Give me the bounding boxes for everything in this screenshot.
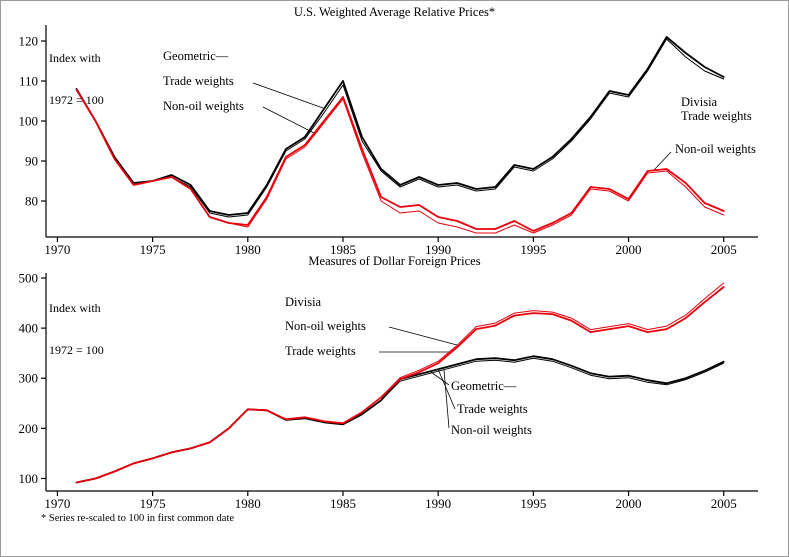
annotation-leader-line — [262, 106, 315, 134]
x-tick-label: 1970 — [44, 496, 70, 511]
top-chart-title: U.S. Weighted Average Relative Prices* — [293, 5, 496, 19]
y-tick-label: 200 — [19, 421, 39, 436]
annotation-divisia-top: Divisia — [681, 95, 718, 109]
annotation-geo-trade-bottom: Trade weights — [457, 402, 528, 416]
annotation-trade-weights-top: Trade weights — [163, 74, 234, 88]
y-tick-label: 100 — [19, 114, 39, 129]
annotation-divisia-nonoil-top: Non-oil weights — [675, 142, 756, 156]
annotation-geometric-bottom: Geometric— — [451, 379, 517, 393]
series-line-divisia-non-oil-weights — [76, 89, 725, 234]
x-tick-label: 1975 — [140, 496, 166, 511]
x-tick-label: 1990 — [425, 496, 451, 511]
x-tick-label: 2005 — [711, 242, 737, 257]
series-line-geometric-non-oil-weights — [76, 357, 725, 483]
annotation-divisia-bottom: Divisia — [285, 295, 322, 309]
footnote: * Series re-scaled to 100 in first commo… — [41, 513, 235, 524]
annotation-nonoil-weights-top: Non-oil weights — [163, 99, 244, 113]
x-tick-label: 1985 — [330, 496, 356, 511]
x-tick-label: 1980 — [235, 242, 261, 257]
x-tick-label: 1995 — [520, 242, 546, 257]
series-line-divisia-trade-weights — [75, 286, 725, 484]
y-tick-label: 110 — [19, 74, 38, 89]
x-tick-label: 2000 — [616, 242, 642, 257]
y-tick-label: 90 — [25, 154, 38, 169]
top-index-label: Index with 1972 = 100 — [49, 23, 104, 135]
x-tick-label: 1970 — [44, 242, 70, 257]
x-tick-label: 1985 — [330, 242, 356, 257]
y-tick-label: 400 — [19, 321, 39, 336]
y-tick-label: 100 — [19, 471, 39, 486]
x-tick-label: 1990 — [425, 242, 451, 257]
x-tick-label: 1995 — [520, 496, 546, 511]
annotation-leader-line — [430, 371, 450, 386]
top-index-label-line2: 1972 = 100 — [49, 93, 104, 107]
annotation-divisia-trade-top: Trade weights — [681, 109, 752, 123]
x-tick-label: 1975 — [140, 242, 166, 257]
bottom-index-label-line1: Index with — [49, 301, 101, 315]
annotation-leader-line — [388, 326, 458, 346]
bottom-index-label: Index with 1972 = 100 — [49, 273, 104, 385]
annotation-nonoil-weights-bottom: Non-oil weights — [285, 319, 366, 333]
x-tick-label: 2000 — [616, 496, 642, 511]
annotation-geo-nonoil-bottom: Non-oil weights — [451, 423, 532, 437]
x-tick-label: 1980 — [235, 496, 261, 511]
annotation-leader-line — [437, 368, 456, 410]
y-tick-label: 300 — [19, 371, 39, 386]
annotation-geometric-top: Geometric— — [163, 49, 229, 63]
x-tick-label: 2005 — [711, 496, 737, 511]
bottom-index-label-line2: 1972 = 100 — [49, 343, 104, 357]
annotation-trade-weights-bottom: Trade weights — [285, 344, 356, 358]
top-index-label-line1: Index with — [49, 51, 101, 65]
series-line-geometric-trade-weights — [75, 355, 725, 484]
y-tick-label: 500 — [19, 271, 39, 286]
annotation-leader-line — [653, 151, 672, 171]
y-tick-label: 80 — [25, 194, 38, 209]
y-tick-label: 120 — [19, 34, 39, 49]
bottom-chart-title: Measures of Dollar Foreign Prices — [308, 254, 481, 268]
series-line-divisia-non-oil-weights — [76, 282, 725, 483]
series-line-geometric-non-oil-weights — [76, 38, 725, 218]
annotation-leader-line — [443, 369, 450, 429]
annotation-leader-line — [252, 82, 324, 109]
series-line-geometric-trade-weights — [75, 36, 725, 216]
